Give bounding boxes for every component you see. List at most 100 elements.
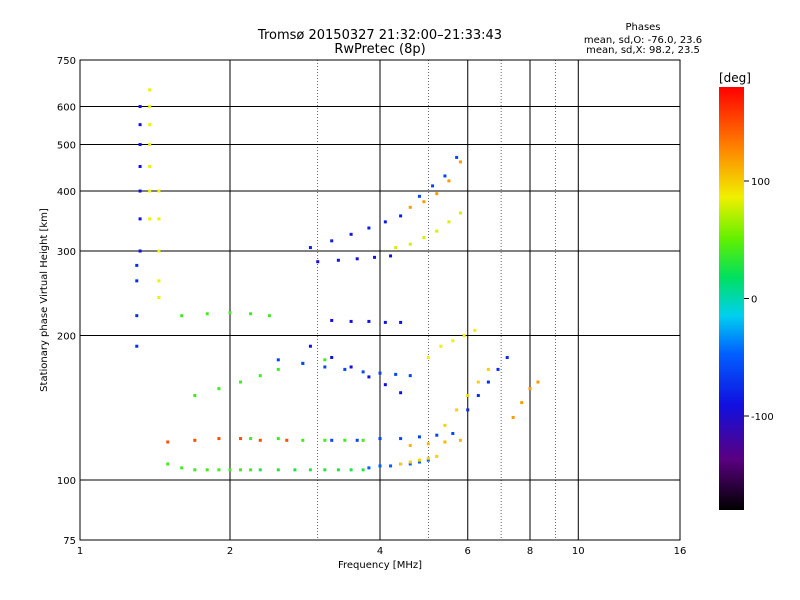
data-point: [520, 401, 524, 405]
x-tick-labels: 1 2 4 6 8 10 16: [77, 546, 687, 557]
data-point: [135, 314, 139, 318]
data-point: [308, 246, 312, 250]
data-point: [276, 468, 280, 472]
colorbar-tick-label: 100: [751, 177, 770, 188]
data-point: [367, 466, 371, 470]
y-tick-label: 100: [57, 476, 76, 487]
data-point: [383, 220, 387, 224]
data-point: [249, 468, 253, 472]
data-point: [301, 438, 305, 442]
data-point: [361, 438, 365, 442]
data-point: [511, 415, 515, 419]
data-point: [486, 367, 490, 371]
data-point: [193, 468, 197, 472]
data-point: [389, 464, 393, 468]
stats-line-o: mean, sd,O: -76.0, 23.6: [584, 35, 702, 46]
data-point: [373, 255, 377, 259]
y-tick-label: 500: [57, 141, 76, 152]
data-point: [205, 468, 209, 472]
data-point: [399, 462, 403, 466]
data-point: [138, 105, 142, 109]
data-point: [349, 232, 353, 236]
data-point: [323, 358, 327, 362]
data-point: [435, 192, 439, 196]
data-point: [451, 339, 455, 343]
chart-subtitle: RwPretec (8p): [334, 42, 425, 57]
data-point: [389, 254, 393, 258]
data-point: [193, 394, 197, 398]
data-point: [408, 462, 412, 466]
data-point: [378, 437, 382, 441]
colorbar: [719, 87, 744, 510]
data-point: [239, 437, 243, 441]
data-point: [417, 458, 421, 462]
data-point: [378, 464, 382, 468]
data-point: [330, 239, 334, 243]
data-point: [462, 334, 466, 338]
data-point: [394, 372, 398, 376]
data-point: [258, 438, 262, 442]
data-point: [355, 257, 359, 261]
data-points: [135, 88, 540, 472]
y-tick-label: 300: [57, 247, 76, 258]
data-point: [486, 380, 490, 384]
data-point: [148, 189, 152, 193]
data-point: [443, 423, 447, 427]
data-point: [148, 217, 152, 221]
data-point: [505, 355, 509, 359]
data-point: [308, 344, 312, 348]
data-point: [138, 217, 142, 221]
stats-header: Phases: [625, 22, 660, 33]
data-point: [349, 365, 353, 369]
data-point: [435, 454, 439, 458]
chart-title: Tromsø 20150327 21:32:00–21:33:43: [257, 28, 502, 43]
data-point: [458, 438, 462, 442]
data-point: [330, 438, 334, 442]
data-point: [367, 319, 371, 323]
data-point: [258, 374, 262, 378]
grid: [79, 59, 681, 541]
data-point: [399, 391, 403, 395]
data-point: [258, 468, 262, 472]
data-point: [528, 387, 532, 391]
x-tick-label: 6: [465, 546, 471, 557]
data-point: [349, 468, 353, 472]
data-point: [343, 438, 347, 442]
data-point: [157, 249, 161, 253]
data-point: [336, 468, 340, 472]
data-point: [336, 258, 340, 262]
data-point: [399, 320, 403, 324]
data-point: [138, 143, 142, 147]
data-point: [408, 460, 412, 464]
x-tick-label: 1: [77, 546, 83, 557]
data-point: [180, 314, 184, 318]
data-point: [157, 296, 161, 300]
x-axis-label: Frequency [MHz]: [338, 560, 422, 571]
data-point: [228, 468, 232, 472]
data-point: [383, 320, 387, 324]
data-point: [135, 263, 139, 267]
data-point: [276, 358, 280, 362]
data-point: [166, 462, 170, 466]
data-point: [239, 468, 243, 472]
y-axis-label: Stationary phase Virtual Height [km]: [39, 208, 50, 392]
data-point: [330, 318, 334, 322]
data-point: [426, 442, 430, 446]
data-point: [378, 371, 382, 375]
y-tick-label: 600: [57, 103, 76, 114]
y-tick-label: 750: [57, 56, 76, 67]
data-point: [426, 355, 430, 359]
data-point: [217, 437, 221, 441]
data-point: [399, 214, 403, 218]
x-tick-label: 16: [674, 546, 687, 557]
data-point: [435, 433, 439, 437]
data-point: [249, 437, 253, 441]
x-tick-label: 8: [527, 546, 533, 557]
data-point: [431, 184, 435, 188]
data-point: [355, 438, 359, 442]
data-point: [466, 408, 470, 412]
stats-line-x: mean, sd,X: 98.2, 23.5: [586, 45, 700, 56]
data-point: [466, 394, 470, 398]
data-point: [536, 380, 540, 384]
data-point: [267, 314, 271, 318]
